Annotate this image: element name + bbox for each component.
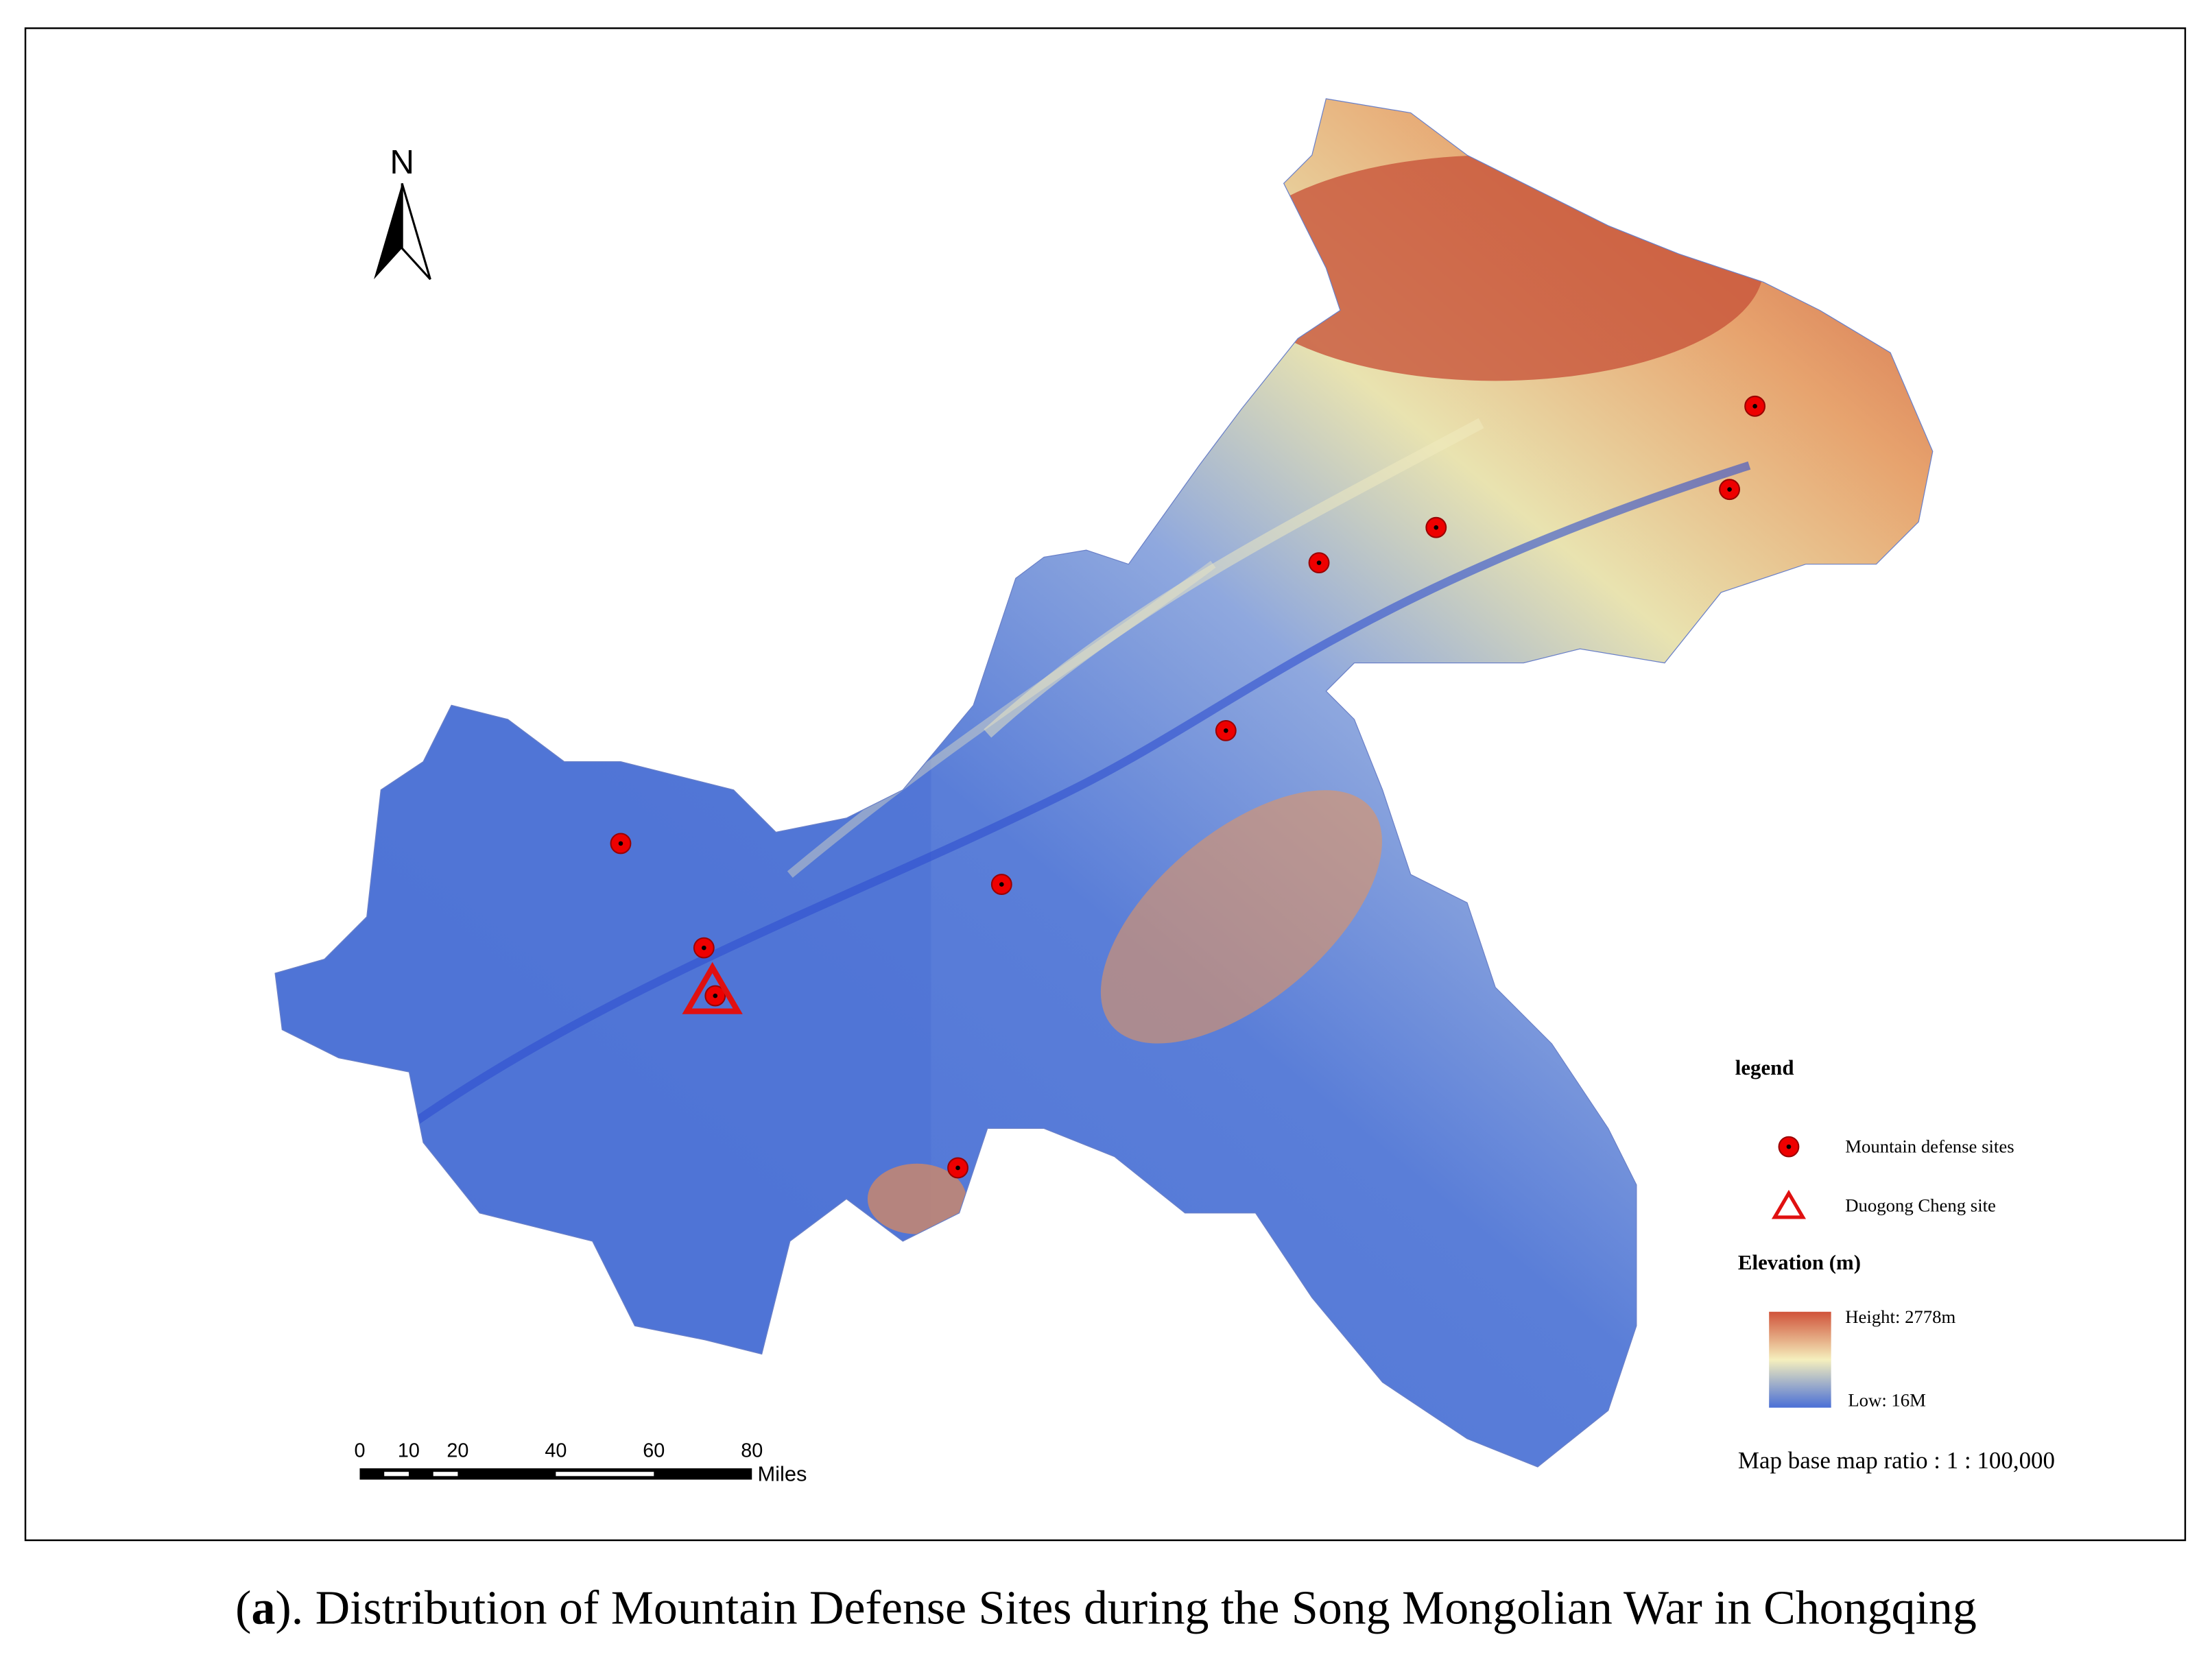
north-arrow — [374, 183, 403, 280]
caption: (a). Distribution of Mountain Defense Si… — [235, 1581, 1977, 1634]
frame — [24, 27, 2187, 1542]
elevation-title: Elevation (m) — [1738, 1251, 1861, 1274]
scale-bar: 0 10 20 40 60 80 — [354, 1440, 763, 1480]
legend-label: Mountain defense sites — [1845, 1136, 2014, 1156]
legend-label: Duogong Cheng site — [1845, 1195, 1996, 1216]
scale-tick-label: 20 — [447, 1440, 468, 1462]
scale-bar-segment — [384, 1472, 409, 1477]
elevation-map — [275, 98, 1933, 1467]
scale-tick-label: 0 — [354, 1440, 365, 1462]
scale-unit: Miles — [757, 1462, 807, 1486]
elevation-high: Height: 2778m — [1845, 1306, 1955, 1327]
elevation-low: Low: 16M — [1848, 1390, 1926, 1411]
scale-bar-segment — [433, 1472, 458, 1477]
scale-bar-segment — [556, 1472, 654, 1477]
caption-text: ). Distribution of Mountain Defense Site… — [275, 1581, 1976, 1634]
elevation-ramp — [1769, 1311, 1831, 1408]
caption-open: ( — [235, 1581, 251, 1634]
legend-title: legend — [1735, 1056, 1794, 1079]
scale-tick-label: 80 — [741, 1440, 763, 1462]
scale-tick-label: 40 — [545, 1440, 567, 1462]
north-label: N — [390, 143, 414, 181]
scale-tick-label: 10 — [398, 1440, 420, 1462]
duogong-marker — [682, 961, 743, 1014]
map-ratio: Map base map ratio : 1 : 100,000 — [1738, 1447, 2055, 1474]
legend-duogong-symbol — [1771, 1189, 1807, 1219]
scale-tick-label: 60 — [643, 1440, 665, 1462]
caption-letter: a — [251, 1581, 275, 1634]
